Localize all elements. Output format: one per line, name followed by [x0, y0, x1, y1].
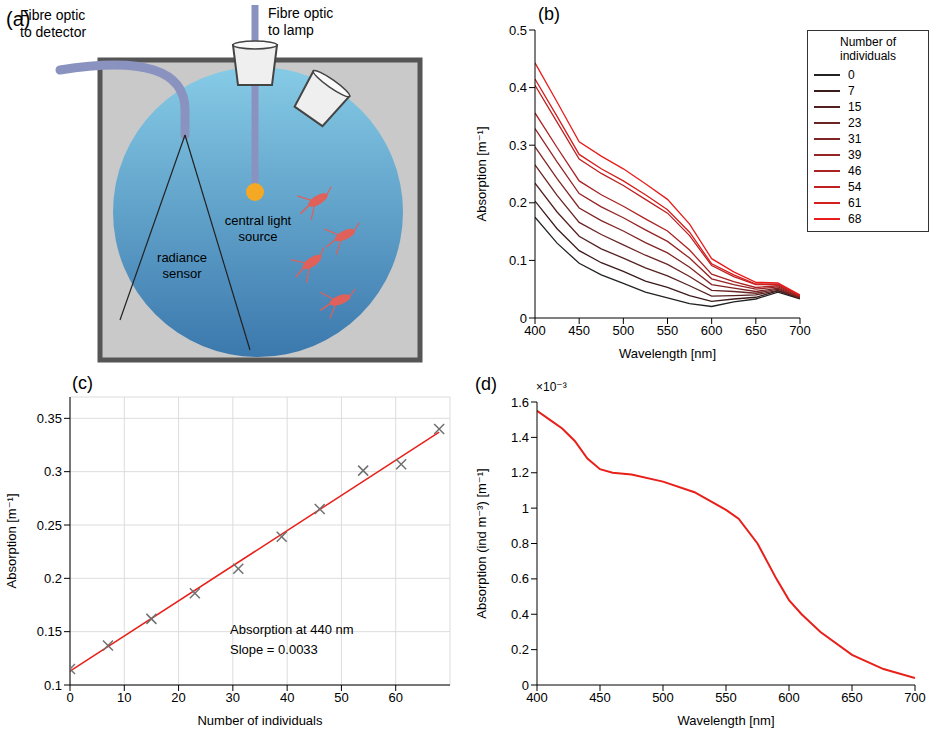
svg-text:0.2: 0.2 [44, 571, 62, 586]
svg-text:0.6: 0.6 [511, 571, 529, 586]
svg-text:450: 450 [568, 323, 590, 338]
svg-text:1.4: 1.4 [511, 430, 529, 445]
svg-text:500: 500 [652, 690, 674, 705]
svg-text:(a): (a) [6, 8, 31, 30]
svg-text:0.3: 0.3 [44, 464, 62, 479]
svg-text:0.3: 0.3 [509, 138, 527, 153]
svg-text:Absorption [m⁻¹]: Absorption [m⁻¹] [474, 126, 489, 221]
svg-text:600: 600 [701, 323, 723, 338]
svg-text:Number of individuals: Number of individuals [197, 713, 323, 728]
html-text:68: 68 [848, 212, 862, 226]
svg-text:1.2: 1.2 [511, 465, 529, 480]
svg-text:600: 600 [778, 690, 800, 705]
svg-text:10: 10 [117, 690, 131, 705]
svg-text:50: 50 [334, 690, 348, 705]
svg-text:700: 700 [789, 323, 811, 338]
svg-text:0.4: 0.4 [511, 607, 529, 622]
html-text:46: 46 [848, 164, 862, 178]
html-text:(c): (c) [72, 373, 93, 393]
html-text:54: 54 [848, 180, 862, 194]
svg-text:0.35: 0.35 [37, 411, 62, 426]
html-text:Absorption at 440 nm: Absorption at 440 nm [230, 622, 354, 637]
svg-text:0.1: 0.1 [509, 253, 527, 268]
svg-text:650: 650 [745, 323, 767, 338]
svg-text:Wavelength [nm]: Wavelength [nm] [619, 346, 716, 361]
svg-text:400: 400 [526, 690, 548, 705]
svg-text:650: 650 [841, 690, 863, 705]
svg-text:0: 0 [66, 690, 73, 705]
svg-text:radiancesensor: radiancesensor [157, 250, 207, 281]
svg-text:400: 400 [524, 323, 546, 338]
html-text:61: 61 [848, 196, 862, 210]
html-text:(b): (b) [538, 4, 560, 24]
svg-text:0.8: 0.8 [511, 536, 529, 551]
html-text:(d): (d) [475, 374, 497, 394]
html-text:31: 31 [848, 132, 862, 146]
svg-text:550: 550 [715, 690, 737, 705]
svg-text:1: 1 [522, 501, 529, 516]
svg-text:30: 30 [226, 690, 240, 705]
html-text:Slope = 0.0033: Slope = 0.0033 [230, 642, 318, 657]
svg-text:20: 20 [171, 690, 185, 705]
svg-text:550: 550 [657, 323, 679, 338]
html-text:15: 15 [848, 100, 862, 114]
svg-text:Fibre opticto lamp: Fibre opticto lamp [268, 5, 333, 38]
svg-text:Absorption (ind m⁻³) [m⁻¹]: Absorption (ind m⁻³) [m⁻¹] [474, 468, 489, 618]
html-text:Number of individuals: Number of individuals [840, 35, 896, 63]
svg-text:Fibre opticto detector: Fibre opticto detector [20, 7, 86, 40]
svg-text:0.25: 0.25 [37, 518, 62, 533]
html-text:39: 39 [848, 148, 862, 162]
svg-text:Wavelength [nm]: Wavelength [nm] [677, 713, 774, 728]
svg-text:0: 0 [520, 311, 527, 326]
svg-text:0.5: 0.5 [509, 23, 527, 38]
svg-text:700: 700 [904, 690, 926, 705]
html-text:×10⁻³: ×10⁻³ [536, 380, 567, 394]
svg-text:0.15: 0.15 [37, 624, 62, 639]
svg-text:500: 500 [612, 323, 634, 338]
svg-text:central lightsource: central lightsource [225, 213, 292, 244]
svg-text:450: 450 [589, 690, 611, 705]
svg-text:0.1: 0.1 [44, 678, 62, 693]
svg-text:0.4: 0.4 [509, 80, 527, 95]
svg-text:1.6: 1.6 [511, 395, 529, 410]
html-text:23: 23 [848, 116, 862, 130]
svg-text:60: 60 [388, 690, 402, 705]
html-text:7: 7 [848, 84, 855, 98]
svg-text:0.2: 0.2 [509, 195, 527, 210]
svg-text:0: 0 [522, 678, 529, 693]
svg-text:40: 40 [280, 690, 294, 705]
svg-text:Absorption [m⁻¹]: Absorption [m⁻¹] [4, 493, 19, 588]
html-text:0: 0 [848, 68, 855, 82]
svg-text:0.2: 0.2 [511, 642, 529, 657]
